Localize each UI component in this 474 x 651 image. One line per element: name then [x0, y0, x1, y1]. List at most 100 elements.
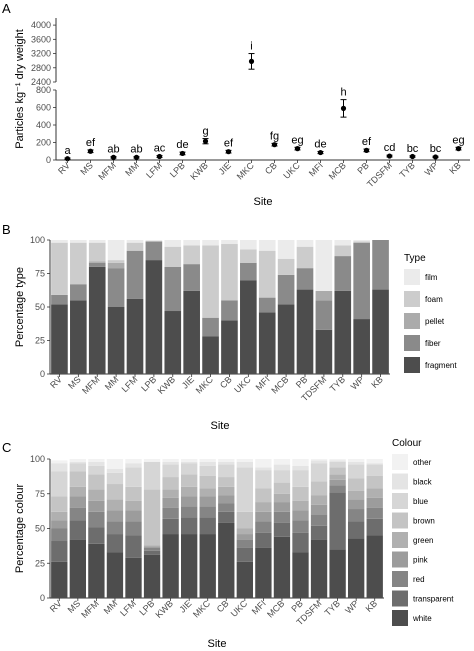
panel-c-bar-segment-white	[236, 561, 253, 598]
panel-c-legend-label-brown: brown	[413, 517, 435, 526]
panel-b-x-tick-label: MM	[103, 374, 121, 392]
panel-c-legend-title: Colour	[392, 438, 422, 449]
panel-c-bar-segment-black	[218, 461, 235, 465]
panel-c-bar-segment-brown	[273, 482, 291, 494]
panel-c-bar-segment-transparent	[143, 550, 161, 555]
panel-b-bar-segment-foam	[183, 245, 200, 265]
panel-b-bar-segment-fiber	[258, 297, 276, 313]
panel-a-significance-letter: cd	[384, 142, 396, 154]
panel-b-bar-segment-foam	[334, 245, 352, 257]
panel-c-bar-segment-other	[366, 459, 383, 464]
panel-c-bar-segment-white	[69, 539, 86, 598]
panel-a-y-tick-label: 2400	[31, 77, 51, 87]
panel-a-mean-point	[455, 146, 462, 152]
panel-b-legend-label-fiber: fiber	[425, 339, 441, 348]
panel-c-bar-segment-other	[255, 459, 272, 468]
panel-c-x-tick-label: KB	[364, 598, 380, 614]
panel-c-bar-segment-black	[255, 467, 272, 471]
panel-c-bar-segment-white	[143, 554, 161, 598]
panel-c-bar-segment-pink	[366, 497, 383, 508]
panel-c-bar-segment-transparent	[199, 517, 216, 535]
panel-c-bar-segment-transparent	[329, 492, 346, 550]
panel-a-mean-point	[110, 154, 117, 160]
panel-b-bar-segment-film	[107, 240, 125, 261]
panel-c-bar-segment-green	[51, 511, 68, 521]
panel-c-x-tick-label: WP	[343, 598, 360, 615]
panel-b-x-tick-label: WP	[349, 374, 366, 391]
panel-c-bar-segment-other	[88, 459, 105, 462]
panel-a-mean-point	[317, 149, 324, 156]
panel-c-bar-segment-blue	[348, 464, 365, 479]
panel-c-bar-segment-blue	[199, 465, 216, 476]
panel-c-bar-segment-pink	[218, 495, 235, 504]
panel-b-legend-label-foam: foam	[425, 295, 443, 304]
panel-c-y-tick-label: 75	[35, 489, 45, 499]
panel-b-bar-segment-pellet	[107, 262, 125, 269]
panel-c-bar-segment-transparent	[310, 525, 328, 540]
panel-a-significance-letter: de	[176, 139, 188, 151]
panel-c-bar-segment-green	[143, 545, 161, 547]
panel-c-bar-segment-other	[310, 459, 328, 461]
panel-c-bar-segment-pink	[106, 510, 124, 522]
panel-a-x-tick-label: KWB	[188, 160, 210, 182]
panel-c-x-tick-label: UKC	[229, 598, 250, 619]
panel-c-legend-label-transparent: transparent	[413, 595, 454, 604]
panel-b-bar-segment-foam	[277, 258, 295, 275]
panel-c-bar-segment-green	[366, 488, 383, 498]
panel-b-bar-segment-foam	[70, 242, 87, 285]
panel-c-bar-segment-white	[273, 536, 291, 598]
panel-b-bar-segment-fragment	[107, 307, 125, 374]
panel-b-bar-segment-fragment	[51, 304, 68, 374]
panel-c-bar-segment-black	[181, 461, 198, 464]
panel-b-bar-segment-fiber	[145, 241, 163, 261]
panel-c-bar-segment-white	[106, 552, 124, 598]
panel-letter-a: A	[2, 1, 11, 16]
panel-c-bar-segment-black	[106, 468, 124, 473]
panel-c-bar-segment-red	[162, 507, 179, 519]
panel-c-bar-segment-transparent	[88, 527, 105, 544]
panel-a-significance-letter: eg	[291, 134, 303, 146]
panel-c-bar-segment-white	[348, 538, 365, 598]
panel-a-y-tick-label: 400	[36, 120, 51, 130]
panel-a-significance-letter: ef	[86, 137, 96, 149]
panel-b-legend-swatch-fragment	[404, 357, 420, 373]
panel-b-x-tick-label: LFM	[120, 374, 140, 394]
panel-c-bar-segment-pink	[273, 502, 291, 512]
panel-c-bar-segment-green	[199, 488, 216, 497]
panel-c-legend-swatch-other	[392, 454, 408, 470]
panel-b-bar-segment-fragment	[258, 312, 276, 374]
panel-c-bar-segment-white	[255, 547, 272, 598]
panel-c-bar-segment-brown	[106, 484, 124, 500]
panel-c-bar-segment-brown	[218, 477, 235, 487]
panel-b-bar-segment-fiber	[334, 256, 352, 291]
panel-a-y-tick-label: 600	[36, 103, 51, 113]
panel-c-bar-segment-green	[218, 486, 235, 496]
panel-b-bar-segment-fragment	[334, 290, 352, 374]
panel-c-x-tick-label: TYB	[323, 598, 342, 617]
panel-c-legend-label-white: white	[412, 614, 432, 623]
panel-c-bar-segment-transparent	[106, 534, 124, 553]
panel-b-bar-segment-fragment	[240, 280, 257, 374]
panel-c-bar-segment-red	[69, 507, 86, 521]
panel-c-bar-segment-red	[88, 511, 105, 528]
panel-b-bar-segment-foam	[258, 250, 276, 298]
panel-c-bar-segment-black	[329, 460, 346, 462]
panel-c-bar-segment-red	[273, 511, 291, 523]
panel-c-bar-segment-other	[181, 459, 198, 462]
panel-c-bar-segment-blue	[51, 471, 68, 497]
panel-b-legend-label-fragment: fragment	[425, 361, 457, 370]
panel-c-bar-segment-pink	[329, 479, 346, 486]
panel-a-y-tick-label: 800	[36, 85, 51, 95]
panel-a-x-tick-label: RV	[56, 160, 72, 176]
panel-c-bar-segment-other	[162, 459, 179, 462]
panel-c-bar-segment-red	[292, 520, 309, 533]
panel-c-bar-segment-black	[273, 464, 291, 471]
panel-b-bar-segment-fragment	[277, 304, 295, 374]
panel-c-bar-segment-green	[125, 500, 142, 511]
panel-a-significance-letter: eg	[452, 134, 464, 146]
panel-b-x-tick-label: MFM	[80, 374, 102, 396]
panel-c-bar-segment-blue	[162, 464, 179, 478]
panel-b-bar-segment-fragment	[315, 329, 333, 374]
